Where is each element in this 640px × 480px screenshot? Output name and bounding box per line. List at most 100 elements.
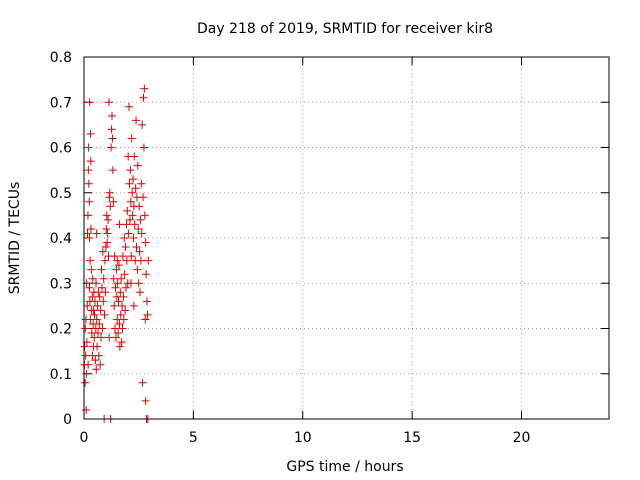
- data-point: [96, 360, 105, 369]
- data-point: [140, 84, 149, 93]
- data-point: [118, 301, 127, 310]
- data-point: [132, 116, 141, 125]
- grid-lines: [84, 57, 609, 419]
- data-point: [88, 274, 97, 283]
- data-point: [116, 288, 125, 297]
- data-point: [83, 229, 92, 238]
- data-point: [143, 310, 152, 319]
- data-point: [94, 288, 103, 297]
- y-tick-label: 0.3: [50, 276, 72, 292]
- data-point: [97, 265, 106, 274]
- x-tick-label: 10: [294, 430, 312, 446]
- data-point: [95, 292, 104, 301]
- data-point: [129, 175, 137, 184]
- data-point: [102, 224, 111, 233]
- data-point: [106, 202, 115, 211]
- data-point: [128, 211, 137, 220]
- data-point: [113, 256, 122, 265]
- plot-frame: [83, 56, 610, 420]
- x-tick-label: 5: [189, 430, 198, 446]
- data-point: [101, 288, 110, 297]
- data-point: [125, 215, 134, 224]
- data-point: [129, 234, 138, 242]
- data-point: [90, 333, 99, 342]
- data-point: [87, 265, 96, 274]
- y-tick-labels: 0 0.1 0.2 0.3 0.4 0.5 0.6 0.7 0.8: [50, 50, 72, 428]
- data-point: [107, 143, 116, 152]
- data-point: [115, 261, 123, 270]
- data-point: [137, 179, 146, 188]
- data-point: [139, 93, 148, 102]
- data-point: [115, 319, 124, 328]
- data-point: [144, 256, 153, 265]
- data-point: [141, 315, 150, 324]
- data-point: [123, 206, 132, 215]
- data-point: [111, 333, 120, 342]
- data-point: [126, 197, 135, 206]
- data-point: [133, 161, 142, 170]
- data-point: [85, 283, 94, 292]
- data-point: [112, 265, 121, 274]
- data-point: [125, 179, 134, 188]
- data-point: [80, 342, 89, 351]
- data-point: [97, 333, 106, 342]
- data-point: [141, 238, 150, 247]
- data-point: [132, 243, 141, 252]
- data-point: [136, 256, 145, 265]
- data-point: [92, 279, 101, 288]
- data-point: [108, 166, 117, 175]
- data-point: [118, 252, 127, 261]
- data-point: [108, 134, 117, 143]
- data-point: [143, 297, 151, 306]
- data-point: [103, 229, 112, 238]
- data-point: [93, 301, 102, 310]
- data-point: [139, 193, 148, 202]
- data-point: [107, 125, 116, 134]
- data-point: [116, 310, 125, 319]
- data-point: [120, 234, 129, 242]
- data-point: [122, 256, 131, 265]
- data-point: [84, 360, 93, 369]
- data-point: [104, 98, 113, 107]
- y-tick-label: 0.1: [50, 367, 72, 383]
- data-point: [89, 306, 98, 315]
- x-tick-labels: 0 5 10 15 20: [80, 430, 531, 446]
- data-point: [114, 329, 123, 338]
- data-point: [98, 324, 107, 333]
- data-point: [84, 143, 93, 152]
- data-point: [119, 292, 128, 301]
- data-point: [105, 333, 114, 342]
- data-point: [117, 338, 126, 347]
- data-point: [126, 166, 135, 175]
- data-point: [81, 351, 90, 360]
- data-point: [92, 365, 101, 374]
- data-point: [113, 279, 122, 288]
- data-point: [81, 324, 90, 333]
- data-point: [101, 256, 109, 265]
- y-axis-label: SRMTID / TECUs: [7, 182, 23, 295]
- data-point: [83, 301, 92, 310]
- data-point: [130, 220, 139, 229]
- data-point: [94, 329, 102, 338]
- data-point: [119, 315, 128, 324]
- data-point: [137, 229, 146, 238]
- data-point: [101, 243, 110, 252]
- data-point: [139, 143, 148, 152]
- data-point: [100, 310, 109, 319]
- data-point: [127, 134, 136, 143]
- data-point: [86, 157, 95, 166]
- y-tick-label: 0.5: [50, 186, 72, 202]
- data-point: [124, 229, 133, 238]
- data-point: [108, 111, 116, 120]
- data-point: [92, 229, 101, 238]
- data-point: [86, 129, 95, 138]
- data-point: [93, 342, 102, 351]
- data-point: [109, 197, 118, 206]
- data-point: [121, 243, 130, 252]
- data-point: [110, 301, 119, 310]
- y-tick-label: 0.4: [50, 231, 72, 247]
- data-point: [109, 274, 118, 283]
- data-point: [104, 215, 113, 224]
- data-point: [118, 324, 127, 333]
